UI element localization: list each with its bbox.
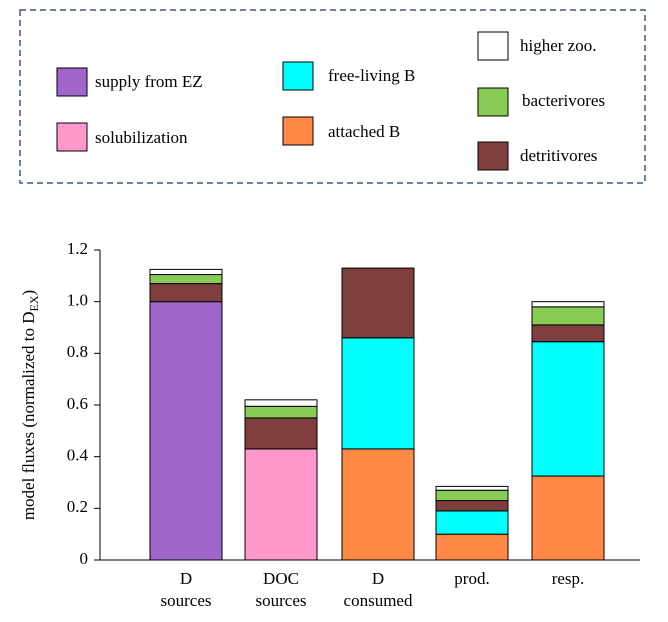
legend-label: attached B — [328, 122, 400, 141]
y-label-text: model fluxes (normalized to D — [19, 312, 38, 521]
bar-segment — [531, 301, 605, 308]
y-label-tail: ) — [19, 290, 38, 296]
bar-segment — [341, 267, 415, 339]
bar-segment — [531, 324, 605, 343]
bar-segment — [435, 533, 509, 561]
bar-segment — [435, 500, 509, 512]
bar-segment — [149, 301, 223, 561]
bar-segment — [435, 485, 509, 491]
legend-swatch — [56, 67, 88, 97]
legend-swatch — [477, 141, 509, 171]
legend-label: free-living B — [328, 66, 415, 85]
y-tick-label: 0 — [80, 549, 89, 568]
bar-segment — [149, 268, 223, 276]
y-tick-label: 0.6 — [67, 394, 88, 413]
y-tick-label: 0.4 — [67, 446, 89, 465]
legend-label: solubilization — [95, 128, 188, 147]
bar-segment — [244, 448, 318, 561]
legend-box — [19, 9, 646, 184]
legend-swatch — [282, 61, 314, 91]
legend-swatch — [477, 31, 509, 61]
bar-segment — [341, 448, 415, 561]
bar-segment — [531, 475, 605, 561]
bar-segment — [244, 399, 318, 407]
y-axis-label: model fluxes (normalized to DEX) — [19, 290, 41, 520]
bar-segment — [149, 283, 223, 303]
legend-label: bacterivores — [522, 91, 605, 110]
x-tick-label: DOC sources — [256, 569, 307, 610]
legend-label: supply from EZ — [95, 72, 203, 91]
bar-segment — [435, 489, 509, 502]
bar-segment — [531, 341, 605, 477]
legend-swatch — [56, 122, 88, 152]
legend-swatch — [282, 116, 314, 146]
y-tick-label: 0.2 — [67, 497, 88, 516]
legend-label: higher zoo. — [520, 36, 596, 55]
x-tick-label: prod. — [454, 569, 489, 588]
bar-segment — [149, 274, 223, 285]
y-label-sub: EX — [27, 295, 41, 311]
bar-segment — [341, 337, 415, 450]
bar-segment — [435, 510, 509, 535]
legend-swatch — [477, 87, 509, 117]
y-tick-label: 1.2 — [67, 239, 88, 258]
bar-segment — [531, 306, 605, 326]
bar-segment — [244, 405, 318, 419]
legend-label: detritivores — [520, 146, 597, 165]
y-tick-label: 0.8 — [67, 342, 88, 361]
y-tick-label: 1.0 — [67, 291, 88, 310]
bar-segment — [244, 417, 318, 450]
x-tick-label: resp. — [552, 569, 585, 588]
